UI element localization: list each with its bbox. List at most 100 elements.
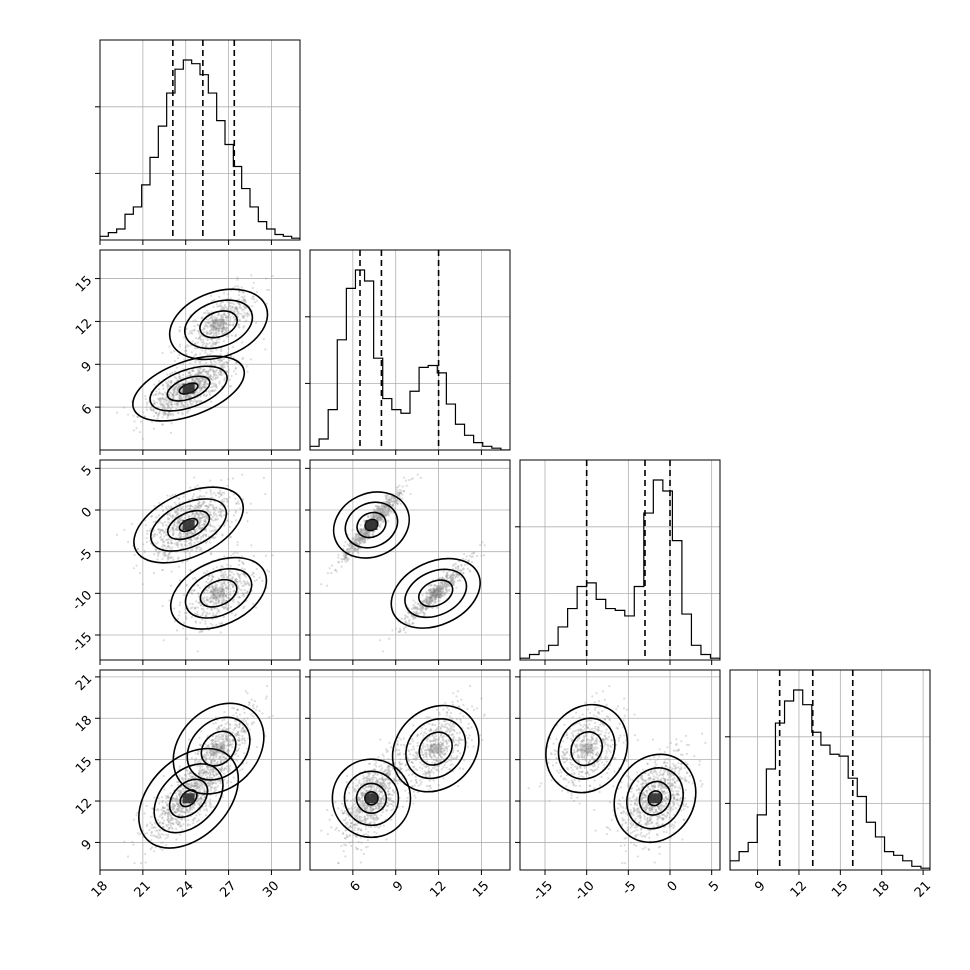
scatter-point xyxy=(229,317,232,321)
scatter-point xyxy=(387,501,391,504)
scatter-point xyxy=(173,798,177,801)
scatter-point xyxy=(186,375,189,378)
scatter-point xyxy=(208,612,211,615)
scatter-point xyxy=(207,575,210,578)
scatter-point xyxy=(190,531,193,534)
scatter-point xyxy=(417,602,420,606)
scatter-point xyxy=(214,602,217,605)
scatter-point xyxy=(214,333,218,337)
scatter-point xyxy=(210,590,213,593)
scatter-point xyxy=(233,310,236,313)
scatter-point xyxy=(164,412,168,416)
scatter-point xyxy=(224,757,227,760)
scatter-point xyxy=(203,381,207,384)
scatter-point xyxy=(208,329,211,333)
scatter-point xyxy=(350,546,353,550)
scatter-point xyxy=(178,353,181,357)
scatter-point xyxy=(460,564,463,567)
scatter-point xyxy=(439,588,442,591)
scatter-point xyxy=(427,584,430,587)
scatter-point xyxy=(150,830,154,833)
scatter-point xyxy=(163,404,166,407)
scatter-point xyxy=(385,500,389,503)
scatter-point xyxy=(166,802,169,805)
scatter-point xyxy=(223,328,226,331)
scatter-point xyxy=(215,607,219,610)
scatter-point xyxy=(215,384,218,388)
scatter-point xyxy=(214,599,217,602)
scatter-point xyxy=(344,560,347,563)
scatter-point xyxy=(379,516,382,520)
scatter-point xyxy=(210,590,213,593)
scatter-point xyxy=(197,811,200,814)
scatter-point xyxy=(200,371,203,374)
scatter-point xyxy=(436,592,439,595)
scatter-point xyxy=(177,509,180,512)
scatter-point xyxy=(177,539,180,543)
scatter-point xyxy=(168,552,171,556)
scatter-point xyxy=(232,573,236,576)
scatter-point xyxy=(202,385,205,388)
scatter-point xyxy=(345,549,349,552)
scatter-point xyxy=(168,512,171,515)
scatter-point xyxy=(439,587,442,591)
scatter-point xyxy=(382,507,386,510)
scatter-point xyxy=(431,606,434,610)
scatter-point xyxy=(430,599,433,602)
scatter-point xyxy=(225,321,228,324)
scatter-point xyxy=(188,394,191,397)
scatter-point xyxy=(193,804,196,807)
scatter-point xyxy=(449,577,452,580)
scatter-point xyxy=(153,383,156,386)
scatter-point xyxy=(328,567,331,570)
scatter-point xyxy=(196,371,200,374)
scatter-point xyxy=(218,600,221,603)
scatter-point xyxy=(194,512,198,515)
scatter-point xyxy=(355,549,358,552)
scatter-point xyxy=(214,316,217,319)
scatter-point xyxy=(212,614,215,617)
scatter-point xyxy=(185,349,188,352)
scatter-point xyxy=(198,513,201,516)
scatter-point xyxy=(441,587,444,590)
scatter-point xyxy=(431,593,434,596)
scatter-point xyxy=(362,532,366,535)
scatter-point xyxy=(198,384,201,387)
scatter-point xyxy=(220,583,223,586)
scatter-point xyxy=(210,496,213,499)
scatter-3-0 xyxy=(123,685,274,865)
scatter-point xyxy=(212,326,215,329)
scatter-point xyxy=(438,596,441,599)
scatter-point xyxy=(219,735,222,739)
scatter-point xyxy=(191,370,194,373)
scatter-point xyxy=(381,508,384,512)
scatter-point xyxy=(236,552,239,555)
scatter-point xyxy=(210,385,214,388)
scatter-point xyxy=(358,538,361,541)
scatter-point xyxy=(209,513,212,517)
scatter-point xyxy=(173,359,177,363)
scatter-point xyxy=(199,380,202,383)
scatter-point xyxy=(154,826,157,829)
scatter-point xyxy=(200,513,204,516)
scatter-point xyxy=(239,769,242,772)
scatter-point xyxy=(243,581,246,584)
scatter-point xyxy=(379,517,382,521)
scatter-point xyxy=(213,326,216,329)
scatter-point xyxy=(349,545,352,548)
scatter-point xyxy=(143,549,146,553)
scatter-point xyxy=(238,596,241,599)
scatter-point xyxy=(214,329,217,332)
scatter-point xyxy=(397,491,400,494)
scatter-point xyxy=(384,504,387,508)
scatter-point xyxy=(149,527,153,530)
scatter-point xyxy=(168,406,171,409)
scatter-point xyxy=(136,548,139,551)
scatter-point xyxy=(172,533,175,536)
scatter-point xyxy=(219,493,222,496)
scatter-point xyxy=(434,600,437,604)
scatter-point xyxy=(193,379,196,382)
scatter-point xyxy=(227,606,230,609)
scatter-point xyxy=(162,412,165,416)
scatter-point xyxy=(206,599,209,602)
